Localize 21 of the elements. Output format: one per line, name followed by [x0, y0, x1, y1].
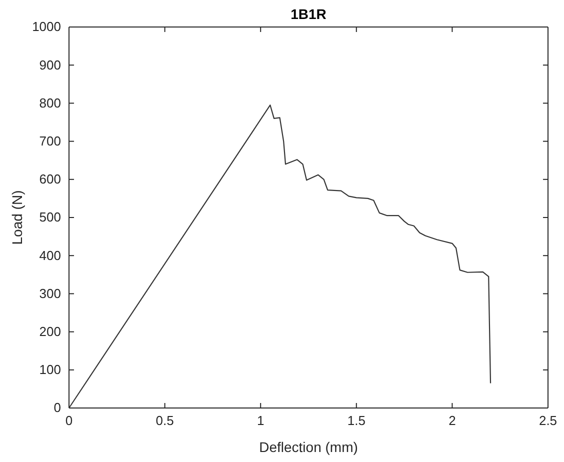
y-tick-label: 1000 — [32, 19, 61, 34]
chart-title: 1B1R — [290, 6, 326, 22]
x-tick-label: 0 — [65, 413, 73, 428]
x-tick-label: 0.5 — [156, 413, 174, 428]
y-tick-label: 200 — [39, 324, 61, 339]
y-tick-label: 400 — [39, 248, 61, 263]
y-tick-label: 800 — [39, 95, 61, 110]
y-tick-label: 600 — [39, 172, 61, 187]
x-tick-label: 2 — [448, 413, 456, 428]
y-tick-label: 300 — [39, 286, 61, 301]
y-tick-label: 100 — [39, 362, 61, 378]
x-axis-title: Deflection (mm) — [259, 439, 358, 455]
y-tick-label: 0 — [54, 400, 61, 416]
y-tick-label: 500 — [39, 210, 61, 225]
x-tick-label: 2.5 — [538, 413, 558, 428]
y-axis-title: Load (N) — [9, 190, 25, 245]
y-tick-label: 900 — [39, 57, 61, 72]
y-tick-label: 700 — [39, 133, 61, 148]
x-tick-label: 1.5 — [347, 413, 366, 428]
line-series — [68, 104, 492, 409]
x-tick-label: 1 — [256, 413, 264, 428]
